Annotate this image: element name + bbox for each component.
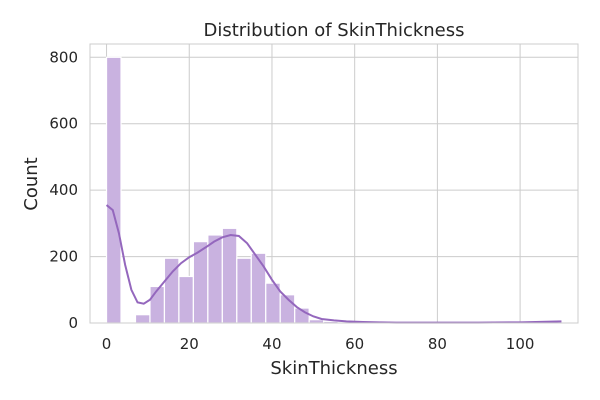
histogram-bar bbox=[221, 227, 238, 324]
y-axis-label: Count bbox=[21, 157, 42, 210]
x-tick-label: 0 bbox=[102, 335, 112, 353]
histogram-bar bbox=[250, 252, 267, 324]
histogram-bar bbox=[105, 56, 122, 324]
histogram-bar bbox=[149, 285, 166, 324]
histogram-bar bbox=[207, 234, 223, 324]
x-tick-label: 20 bbox=[180, 335, 199, 353]
y-tick-label: 600 bbox=[49, 115, 78, 133]
x-tick-label: 60 bbox=[345, 335, 364, 353]
y-tick-label: 800 bbox=[49, 48, 78, 66]
y-tick-label: 200 bbox=[49, 248, 78, 266]
x-tick-label: 40 bbox=[262, 335, 281, 353]
x-tick-label: 80 bbox=[428, 335, 447, 353]
tick-labels: 0 20 40 60 80 100 0 200 400 600 800 bbox=[49, 48, 534, 353]
x-axis-label: SkinThickness bbox=[270, 358, 397, 379]
grid bbox=[90, 44, 578, 324]
chart-title: Distribution of SkinThickness bbox=[203, 20, 464, 41]
plot-frame bbox=[89, 43, 579, 324]
x-tick-label: 100 bbox=[506, 335, 535, 353]
y-tick-label: 0 bbox=[68, 314, 78, 332]
histogram-bar bbox=[134, 314, 151, 324]
histogram-bar bbox=[236, 257, 252, 324]
histogram-bar bbox=[178, 275, 194, 324]
y-tick-label: 400 bbox=[49, 181, 78, 199]
kde-line bbox=[105, 204, 562, 324]
